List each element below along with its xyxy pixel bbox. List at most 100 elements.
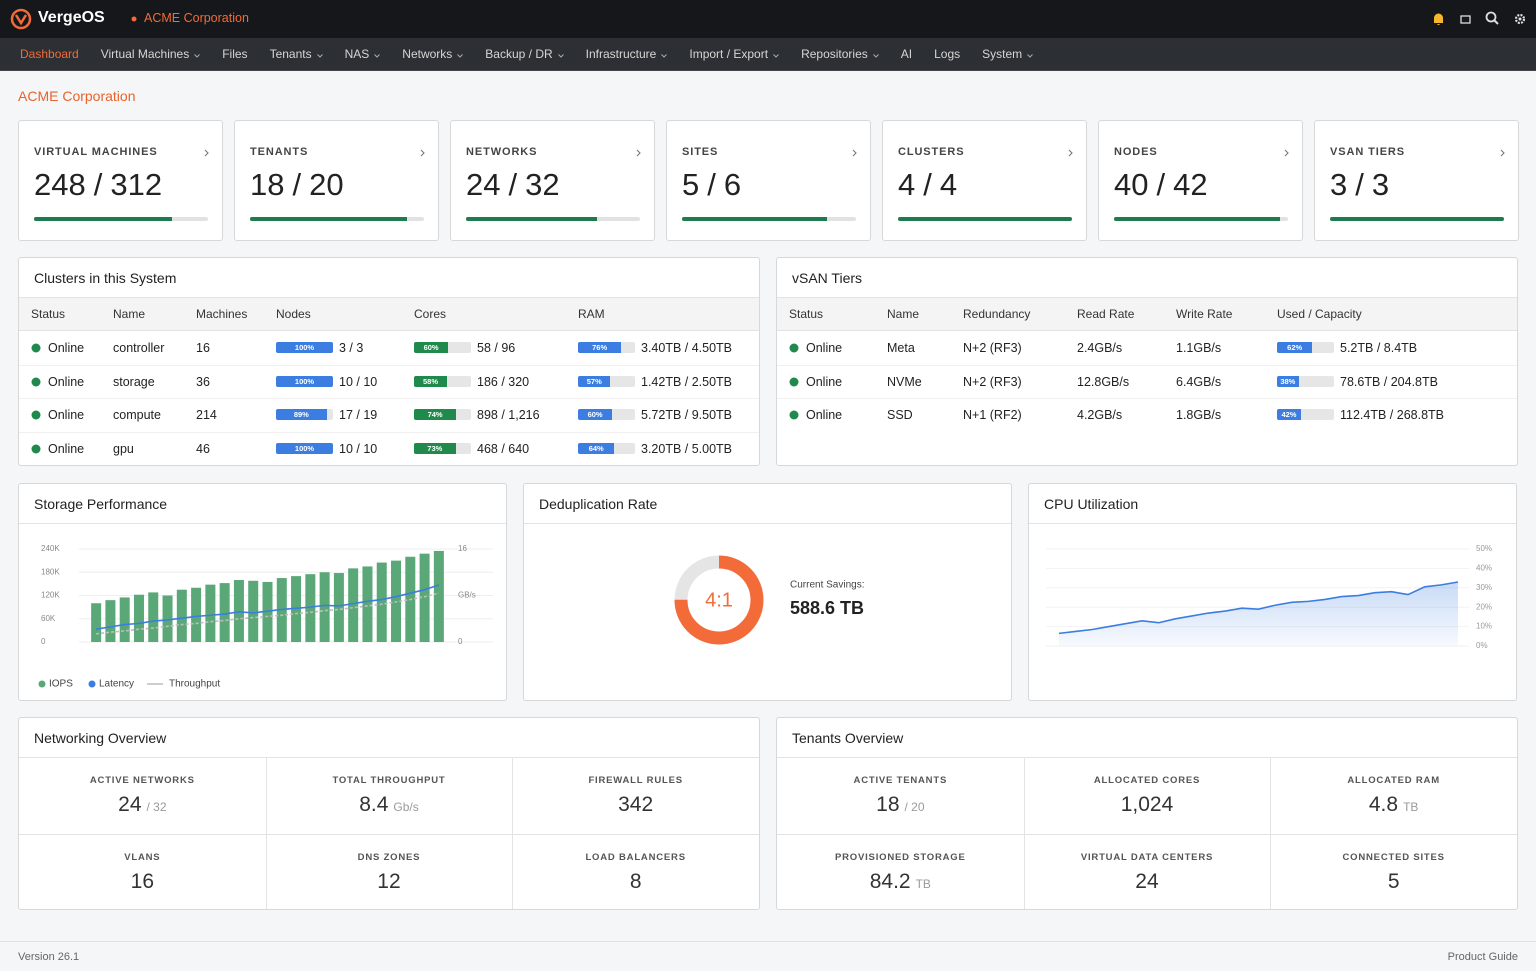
storage-chart: 060K120K180K240K016GB/sIOPSLatencyThroug… bbox=[19, 484, 506, 700]
separator: / bbox=[292, 167, 301, 203]
cell-text: compute bbox=[113, 407, 161, 423]
usage-label: 38% bbox=[1280, 377, 1295, 386]
search-icon[interactable] bbox=[1487, 13, 1499, 25]
usage-fill: 57% bbox=[578, 376, 610, 387]
usage-track: 73% bbox=[414, 443, 471, 454]
usage-label: 62% bbox=[1287, 343, 1302, 352]
total-count: 6 bbox=[724, 167, 741, 203]
card-chevron bbox=[420, 149, 426, 157]
nav-item[interactable]: Infrastructure bbox=[586, 47, 668, 61]
nav-item[interactable]: Import / Export bbox=[689, 47, 779, 61]
card-label: NODES bbox=[1114, 146, 1158, 158]
nav-item[interactable]: AI bbox=[901, 47, 912, 61]
card-label: TENANTS bbox=[250, 146, 308, 158]
mail-icon[interactable] bbox=[1461, 16, 1470, 23]
summary-card[interactable]: VIRTUAL MACHINES248/312 bbox=[18, 120, 223, 241]
used-count: 40 bbox=[1114, 167, 1148, 203]
nav-item[interactable]: Networks bbox=[402, 47, 463, 61]
nav-item[interactable]: Tenants bbox=[270, 47, 323, 61]
usage-text: 898 / 1,216 bbox=[477, 407, 540, 423]
bar bbox=[205, 585, 215, 642]
bar bbox=[220, 583, 230, 642]
stat-value: 1,024 bbox=[1024, 793, 1271, 817]
nav-item[interactable]: Repositories bbox=[801, 47, 879, 61]
brand[interactable]: VergeOS bbox=[38, 9, 105, 27]
stat-number: 1,024 bbox=[1121, 793, 1174, 817]
nav-item[interactable]: Files bbox=[222, 47, 247, 61]
usage-track: 42% bbox=[1277, 409, 1334, 420]
y-tick-label: 30% bbox=[1476, 583, 1492, 592]
nav-item[interactable]: Backup / DR bbox=[485, 47, 563, 61]
row-divider bbox=[19, 432, 759, 433]
column-header: Status bbox=[31, 307, 65, 321]
summary-card[interactable]: TENANTS 18/20 bbox=[234, 120, 439, 241]
usage-label: 100% bbox=[295, 444, 314, 453]
separator: / bbox=[707, 167, 716, 203]
stat-label: CONNECTED SITES bbox=[1270, 852, 1517, 863]
nav-label: Virtual Machines bbox=[101, 47, 190, 61]
usage-track: 100% bbox=[276, 342, 333, 353]
dropdown-caret bbox=[558, 54, 564, 58]
column-header: Name bbox=[887, 307, 919, 321]
card-label: VIRTUAL MACHINES bbox=[34, 146, 158, 158]
stat-value: 24/ 32 bbox=[19, 793, 266, 817]
nav-item[interactable]: Virtual Machines bbox=[101, 47, 201, 61]
stat-cell: ACTIVE TENANTS18/ 20 bbox=[777, 758, 1024, 834]
usage-label: 100% bbox=[295, 377, 314, 386]
caret bbox=[873, 54, 878, 57]
usage-fill: 74% bbox=[414, 409, 456, 420]
usage-track: 38% bbox=[1277, 376, 1334, 387]
product-guide-link[interactable]: Product Guide bbox=[1448, 951, 1518, 963]
bar bbox=[105, 600, 115, 642]
nav-item[interactable]: NAS bbox=[345, 47, 381, 61]
usage-track: 60% bbox=[414, 342, 471, 353]
usage-fill: 42% bbox=[1277, 409, 1301, 420]
column-header: Redundancy bbox=[963, 307, 1030, 321]
row-divider bbox=[777, 365, 1517, 366]
summary-card[interactable]: NETWORKS24/32 bbox=[450, 120, 655, 241]
summary-card[interactable]: SITES5/6 bbox=[666, 120, 871, 241]
stat-label: ALLOCATED CORES bbox=[1024, 775, 1271, 786]
stat-number: 8.4 bbox=[359, 793, 388, 817]
usage-label: 74% bbox=[428, 410, 443, 419]
dot bbox=[790, 377, 799, 386]
nav-item[interactable]: Logs bbox=[934, 47, 960, 61]
nav-item[interactable]: System bbox=[982, 47, 1033, 61]
caret bbox=[662, 54, 667, 57]
bar bbox=[91, 603, 101, 642]
org-selector[interactable]: ACME Corporation bbox=[144, 11, 249, 25]
stat-cell: PROVISIONED STORAGE84.2TB bbox=[777, 835, 1024, 911]
stat-number: 4.8 bbox=[1369, 793, 1398, 817]
total-count: 32 bbox=[525, 167, 559, 203]
y-tick-label: 240K bbox=[41, 544, 60, 553]
progress-track bbox=[1330, 217, 1504, 221]
summary-card[interactable]: VSAN TIERS3/3 bbox=[1314, 120, 1519, 241]
stat-cell: TOTAL THROUGHPUT8.4Gb/s bbox=[266, 758, 513, 834]
usage-track: 100% bbox=[276, 376, 333, 387]
card-value: 40/42 bbox=[1114, 167, 1208, 203]
chevron bbox=[1069, 150, 1072, 156]
bar bbox=[120, 597, 130, 642]
dot bbox=[790, 344, 799, 353]
footer-divider bbox=[0, 941, 1536, 942]
progress-track bbox=[682, 217, 856, 221]
caret bbox=[375, 54, 380, 57]
stat-label: DNS ZONES bbox=[266, 852, 513, 863]
summary-card[interactable]: NODES 40/42 bbox=[1098, 120, 1303, 241]
legend-label: Throughput bbox=[169, 679, 220, 690]
bell-icon[interactable] bbox=[1434, 14, 1443, 26]
progress-fill bbox=[1114, 217, 1280, 221]
cpu-chart: 0%10%20%30%40%50% bbox=[1029, 484, 1516, 700]
bar bbox=[248, 581, 258, 642]
stat-unit: / 32 bbox=[147, 800, 167, 814]
summary-card[interactable]: CLUSTERS4/4 bbox=[882, 120, 1087, 241]
org-dot bbox=[131, 16, 137, 22]
nav-item[interactable]: Dashboard bbox=[20, 47, 79, 61]
settings-icon[interactable] bbox=[1516, 15, 1524, 23]
separator: / bbox=[1156, 167, 1165, 203]
card-value: 18/20 bbox=[250, 167, 344, 203]
total-count: 42 bbox=[1173, 167, 1207, 203]
dropdown-caret bbox=[374, 54, 380, 58]
usage-fill: 76% bbox=[578, 342, 621, 353]
